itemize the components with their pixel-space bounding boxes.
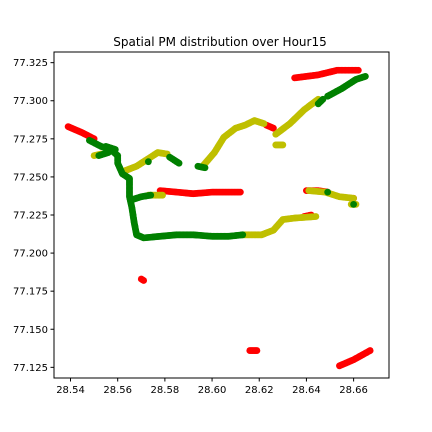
data-point-green [175,159,183,167]
plot-points [64,66,374,370]
series-red [64,66,374,370]
y-tick-label: 77.275 [13,134,48,145]
y-axis: 77.125 77.150 77.175 77.200 77.225 77.250 77.2… [13,58,54,374]
y-tick-label: 77.125 [13,363,48,374]
plot-frame [53,51,390,379]
data-point-green [362,72,369,80]
data-point-green [111,146,119,153]
x-tick-label: 28.64 [292,385,321,396]
y-tick-label: 77.325 [13,58,48,69]
data-point-olive [312,213,320,220]
data-point-red [270,124,277,132]
data-point-red [140,277,148,284]
data-point-green [201,164,209,172]
chart-title: Spatial PM distribution over Hour15 [113,35,326,49]
data-point-red [354,66,362,74]
data-point-olive [279,141,287,149]
data-point-green [144,158,152,166]
data-point-green [350,200,358,208]
y-tick-label: 77.225 [13,211,48,222]
y-tick-label: 77.175 [13,287,48,298]
data-point-red [253,347,261,354]
x-tick-label: 28.60 [198,385,227,396]
data-point-red [236,188,244,196]
data-point-green [147,191,155,199]
x-tick-label: 28.54 [56,385,85,396]
x-tick-label: 28.66 [339,385,368,396]
data-point-red [366,347,374,354]
data-point-green [324,188,332,196]
data-point-olive [260,120,268,127]
x-tick-label: 28.56 [103,385,132,396]
x-tick-label: 28.58 [151,385,180,396]
x-tick-label: 28.62 [245,385,274,396]
y-tick-label: 77.300 [13,96,48,107]
y-tick-label: 77.250 [13,172,48,183]
series-green [85,72,369,242]
y-tick-label: 77.200 [13,249,48,260]
data-point-olive [350,194,358,202]
data-point-olive [159,191,166,199]
data-point-green [239,231,247,239]
x-axis: 28.54 28.56 28.58 28.60 28.62 28.64 28.66 [56,378,368,396]
y-tick-label: 77.150 [13,325,48,336]
